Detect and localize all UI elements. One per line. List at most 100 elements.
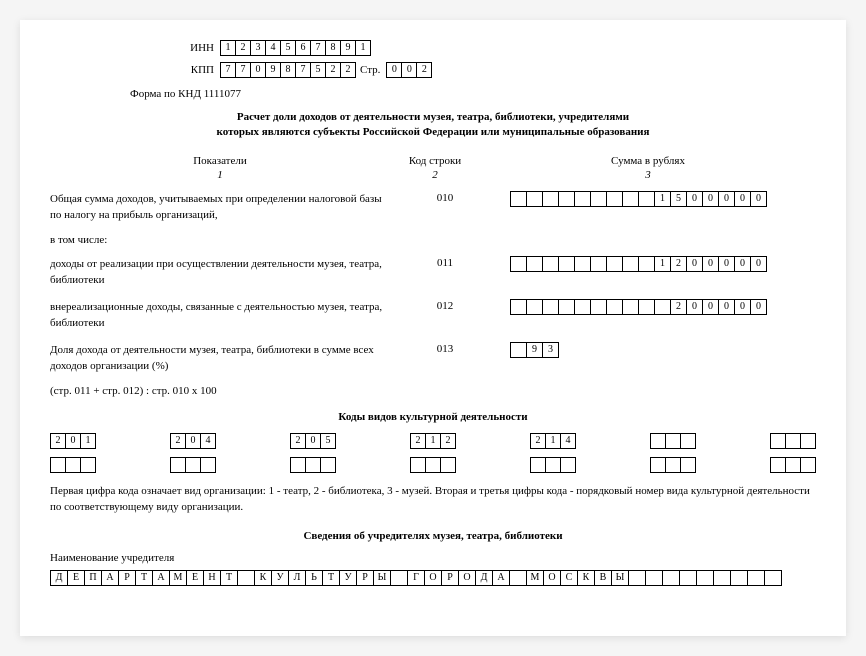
cell [558, 191, 575, 207]
cell: 7 [295, 62, 311, 78]
cell: 0 [305, 433, 321, 449]
cell [237, 570, 255, 586]
cell: 2 [440, 433, 456, 449]
row-012-desc: внереализационные доходы, связанные с де… [50, 299, 400, 332]
cell: 9 [265, 62, 281, 78]
cell [730, 570, 748, 586]
cell: 0 [702, 299, 719, 315]
row-010-cells: 1500000 [510, 191, 767, 207]
activity-code-group [770, 457, 816, 473]
row-013-code: 013 [400, 342, 490, 355]
cell [305, 457, 321, 473]
cell [770, 457, 786, 473]
row-011: доходы от реализации при осуществлении д… [50, 256, 816, 289]
cell: 0 [686, 256, 703, 272]
row-010: Общая сумма доходов, учитываемых при опр… [50, 191, 816, 224]
row-013: Доля дохода от деятельности музея, театр… [50, 342, 816, 375]
cell: 4 [200, 433, 216, 449]
activity-code-group [170, 457, 216, 473]
cell [696, 570, 714, 586]
columns-numbers: 1 2 3 [50, 169, 816, 181]
cell: Н [203, 570, 221, 586]
cell [558, 299, 575, 315]
cell: 8 [325, 40, 341, 56]
cell [542, 256, 559, 272]
cell: П [84, 570, 102, 586]
cell: Л [288, 570, 306, 586]
kpp-label: КПП [180, 64, 220, 76]
cell: 0 [386, 62, 402, 78]
cell: Р [356, 570, 374, 586]
cell [606, 299, 623, 315]
cell [200, 457, 216, 473]
col-header-2: Код строки [390, 155, 480, 167]
cell: 0 [734, 191, 751, 207]
cell [526, 256, 543, 272]
cell: 1 [654, 256, 671, 272]
title-line-1: Расчет доли доходов от деятельности музе… [237, 111, 629, 123]
cell [638, 191, 655, 207]
row-010-desc: Общая сумма доходов, учитываемых при опр… [50, 191, 400, 224]
cell: У [339, 570, 357, 586]
cell [665, 433, 681, 449]
cell: 2 [410, 433, 426, 449]
cell: Г [407, 570, 425, 586]
cell: 2 [325, 62, 341, 78]
cell: 4 [265, 40, 281, 56]
col-num-2: 2 [390, 169, 480, 181]
row-013-cells: 93 [510, 342, 559, 358]
cell [800, 457, 816, 473]
row-012-code: 012 [400, 299, 490, 312]
cell [622, 256, 639, 272]
cell: 5 [320, 433, 336, 449]
cell: 7 [235, 62, 251, 78]
activity-code-group: 214 [530, 433, 576, 449]
activity-code-group [50, 457, 96, 473]
cell: 5 [310, 62, 326, 78]
cell [510, 191, 527, 207]
cell: 0 [750, 191, 767, 207]
cell: Т [322, 570, 340, 586]
col-num-3: 3 [480, 169, 816, 181]
cell [650, 433, 666, 449]
cell: 0 [702, 256, 719, 272]
including-label: в том числе: [50, 234, 816, 246]
cell [622, 191, 639, 207]
cell: 0 [250, 62, 266, 78]
cell: 0 [718, 191, 735, 207]
title-line-2: которых являются субъекты Российской Фед… [217, 126, 650, 138]
cell [590, 191, 607, 207]
cell [526, 299, 543, 315]
cell [645, 570, 663, 586]
cell [747, 570, 765, 586]
cell: 1 [355, 40, 371, 56]
cell: О [543, 570, 561, 586]
activity-code-group [770, 433, 816, 449]
cell: 5 [280, 40, 296, 56]
cell: 2 [340, 62, 356, 78]
cell: К [254, 570, 272, 586]
cell [785, 457, 801, 473]
cell [50, 457, 66, 473]
activity-code-group: 205 [290, 433, 336, 449]
cell [628, 570, 646, 586]
cell [510, 299, 527, 315]
cell: О [424, 570, 442, 586]
cell: 2 [235, 40, 251, 56]
cell: Р [441, 570, 459, 586]
cell [638, 299, 655, 315]
cell [170, 457, 186, 473]
cell: Т [220, 570, 238, 586]
cell [606, 191, 623, 207]
cell [390, 570, 408, 586]
cell: 2 [416, 62, 432, 78]
cell [410, 457, 426, 473]
cell: 0 [718, 299, 735, 315]
cell: 0 [702, 191, 719, 207]
activity-code-group [530, 457, 576, 473]
cell: Ь [305, 570, 323, 586]
formula-text: (стр. 011 + стр. 012) : стр. 010 x 100 [50, 385, 816, 397]
cell: 1 [220, 40, 236, 56]
activity-code-group [410, 457, 456, 473]
cell [185, 457, 201, 473]
